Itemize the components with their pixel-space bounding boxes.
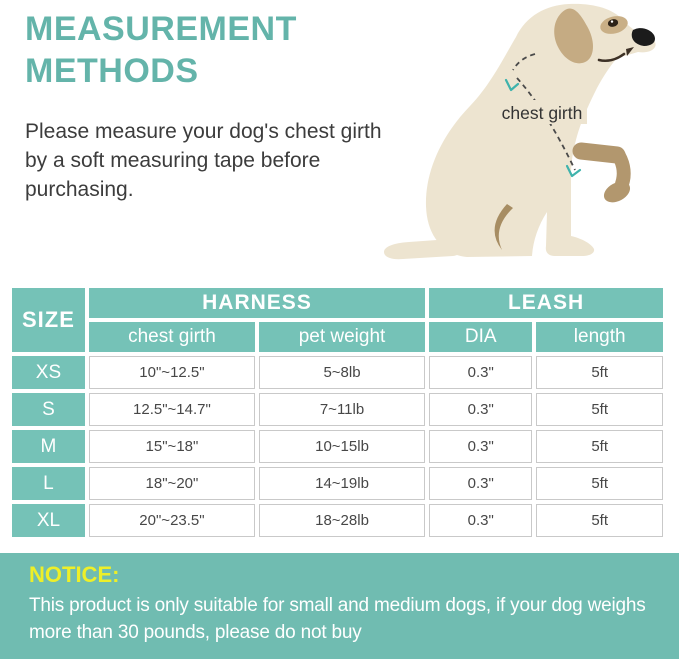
value-cell: 10~15lb bbox=[258, 430, 426, 463]
value-cell: 5ft bbox=[536, 504, 663, 537]
value-cell: 0.3" bbox=[429, 504, 533, 537]
table-sub-header-row: chest girth pet weight DIA length bbox=[12, 322, 663, 352]
value-cell: 15"~18" bbox=[88, 430, 255, 463]
dog-mouth-corner bbox=[626, 47, 634, 56]
value-cell: 7~11lb bbox=[258, 393, 426, 426]
value-cell: 5ft bbox=[536, 393, 663, 426]
value-cell: 0.3" bbox=[429, 430, 533, 463]
dog-ear bbox=[554, 8, 593, 64]
value-cell: 5~8lb bbox=[258, 356, 426, 389]
notice-line: more than 30 pounds, please do not buy bbox=[29, 622, 362, 643]
intro-paragraph: Please measure your dog's chest girth by … bbox=[25, 117, 405, 204]
value-cell: 0.3" bbox=[429, 356, 533, 389]
value-cell: 0.3" bbox=[429, 393, 533, 426]
dog-mouth bbox=[597, 52, 626, 63]
notice-label: NOTICE: bbox=[29, 562, 120, 587]
intro-line: purchasing. bbox=[25, 178, 134, 201]
value-cell: 5ft bbox=[536, 467, 663, 500]
size-cell-xl: XL bbox=[12, 504, 85, 537]
dog-nose bbox=[631, 28, 655, 46]
table-row-size-xs: XS 10"~12.5" 5~8lb 0.3" 5ft bbox=[12, 356, 663, 389]
chest-girth-label-bg bbox=[497, 100, 587, 124]
size-cell-m: M bbox=[12, 430, 85, 463]
dog-eye bbox=[607, 19, 619, 27]
column-header-size: SIZE bbox=[12, 288, 85, 352]
measure-arrow-top bbox=[504, 78, 520, 92]
dog-raised-leg-upper bbox=[572, 142, 626, 164]
dog-illustration: chest girth bbox=[384, 3, 656, 260]
column-header-length: length bbox=[536, 322, 663, 352]
column-header-pet-weight: pet weight bbox=[258, 322, 426, 352]
value-cell: 5ft bbox=[536, 430, 663, 463]
measure-arrow-bottom bbox=[565, 164, 582, 178]
dog-body-shape bbox=[425, 3, 656, 257]
column-header-dia: DIA bbox=[429, 322, 533, 352]
chest-girth-label: chest girth bbox=[502, 103, 583, 123]
value-cell: 18~28lb bbox=[258, 504, 426, 537]
value-cell: 20"~23.5" bbox=[88, 504, 255, 537]
dog-raised-leg-lower bbox=[612, 149, 631, 191]
value-cell: 0.3" bbox=[429, 467, 533, 500]
value-cell: 10"~12.5" bbox=[88, 356, 255, 389]
dog-belly-shadow bbox=[494, 204, 513, 250]
table-row-size-s: S 12.5"~14.7" 7~11lb 0.3" 5ft bbox=[12, 393, 663, 426]
value-cell: 12.5"~14.7" bbox=[88, 393, 255, 426]
size-cell-l: L bbox=[12, 467, 85, 500]
value-cell: 14~19lb bbox=[258, 467, 426, 500]
table-row-size-xl: XL 20"~23.5" 18~28lb 0.3" 5ft bbox=[12, 504, 663, 537]
size-table: SIZE HARNESS LEASH chest girth pet weight D… bbox=[8, 284, 667, 541]
table-group-header-row: SIZE HARNESS LEASH bbox=[12, 288, 663, 352]
column-group-header-leash: LEASH bbox=[429, 288, 663, 318]
table-row-size-m: M 15"~18" 10~15lb 0.3" 5ft bbox=[12, 430, 663, 463]
intro-line: Please measure your dog's chest girth bbox=[25, 120, 382, 143]
size-cell-xs: XS bbox=[12, 356, 85, 389]
dog-eye-glint bbox=[610, 20, 614, 23]
column-header-chest-girth: chest girth bbox=[88, 322, 255, 352]
table-row-size-l: L 18"~20" 14~19lb 0.3" 5ft bbox=[12, 467, 663, 500]
notice-banner: NOTICE: This product is only suitable fo… bbox=[0, 553, 679, 659]
chest-girth-dashes-top bbox=[512, 53, 536, 71]
notice-text: This product is only suitable for small … bbox=[29, 592, 665, 646]
intro-line: by a soft measuring tape before bbox=[25, 149, 321, 172]
value-cell: 5ft bbox=[536, 356, 663, 389]
column-group-header-harness: HARNESS bbox=[88, 288, 426, 318]
notice-line: This product is only suitable for small … bbox=[29, 595, 646, 616]
page-title: MEASUREMENT METHODS bbox=[25, 10, 297, 90]
size-cell-s: S bbox=[12, 393, 85, 426]
dog-raised-paw bbox=[603, 181, 631, 203]
value-cell: 18"~20" bbox=[88, 467, 255, 500]
